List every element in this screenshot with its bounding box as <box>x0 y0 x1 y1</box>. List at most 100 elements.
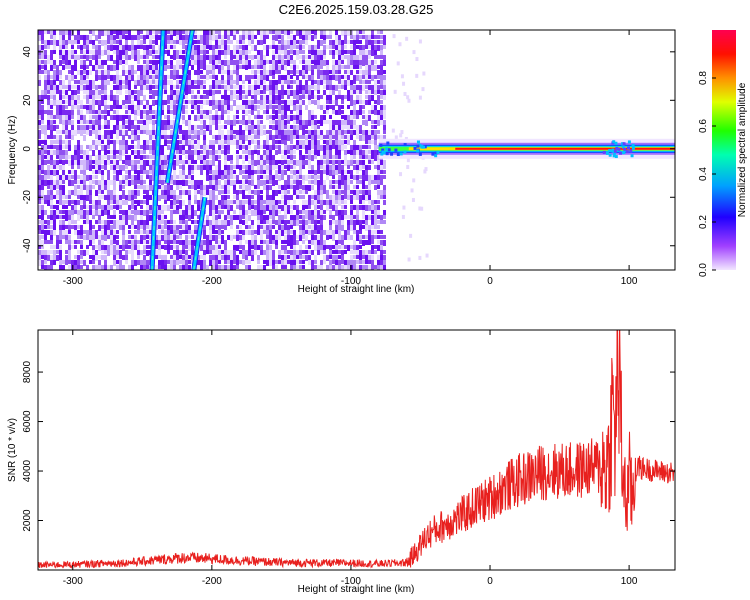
noise-cell <box>50 160 53 166</box>
noise-cell <box>266 165 269 171</box>
noise-cell <box>191 185 194 189</box>
noise-cell <box>47 110 50 116</box>
noise-cell <box>380 60 383 65</box>
noise-cell <box>149 130 152 135</box>
noise-cell <box>305 150 308 154</box>
noise-cell <box>188 140 191 145</box>
noise-cell <box>110 95 113 101</box>
noise-cell <box>368 50 371 56</box>
noise-cell <box>365 225 368 231</box>
noise-cell <box>317 130 320 136</box>
noise-cell <box>59 225 62 230</box>
noise-cell <box>365 215 368 221</box>
noise-cell <box>275 160 278 165</box>
noise-cell <box>380 105 383 110</box>
noise-cell <box>149 185 152 191</box>
noise-cell <box>233 95 236 99</box>
noise-cell <box>80 150 83 154</box>
noise-cell <box>77 100 80 104</box>
noise-cell <box>215 195 218 200</box>
noise-cell <box>287 150 290 154</box>
noise-cell <box>254 65 257 69</box>
noise-cell <box>56 180 59 185</box>
noise-cell <box>254 145 257 151</box>
noise-cell <box>233 170 236 174</box>
noise-cell <box>65 200 68 204</box>
noise-cell <box>95 155 98 160</box>
noise-cell <box>293 245 296 251</box>
noise-cell <box>83 90 86 94</box>
noise-cell <box>326 170 329 176</box>
noise-cell <box>326 160 329 166</box>
noise-cell <box>56 245 59 249</box>
noise-cell <box>59 230 62 236</box>
noise-cell <box>287 155 290 159</box>
noise-cell <box>209 190 212 196</box>
noise-cell <box>284 190 287 195</box>
noise-cell <box>125 200 128 205</box>
noise-cell <box>125 150 128 154</box>
noise-cell <box>182 180 185 186</box>
noise-cell <box>347 105 350 109</box>
noise-cell <box>215 80 218 86</box>
noise-cell <box>287 145 290 150</box>
noise-cell <box>245 215 248 220</box>
noise-cell <box>140 110 143 115</box>
noise-cell <box>332 60 335 66</box>
noise-cell <box>281 125 284 131</box>
noise-cell <box>242 190 245 195</box>
noise-cell <box>245 210 248 215</box>
noise-cell <box>257 165 260 171</box>
noise-cell <box>95 210 98 216</box>
noise-cell <box>302 45 305 49</box>
noise-cell <box>311 235 314 241</box>
noise-cell <box>203 265 206 269</box>
noise-cell <box>119 130 122 136</box>
noise-cell <box>134 130 137 136</box>
noise-cell <box>248 250 251 256</box>
noise-cell <box>131 220 134 226</box>
noise-cell <box>365 80 368 84</box>
noise-cell <box>38 140 41 146</box>
noise-cell <box>359 55 362 60</box>
noise-cell <box>53 245 56 249</box>
noise-cell <box>263 145 266 149</box>
signal-ripple <box>608 153 612 157</box>
noise-cell <box>74 95 77 100</box>
noise-cell <box>296 125 299 130</box>
noise-cell <box>308 135 311 139</box>
noise-cell <box>248 135 251 139</box>
noise-cell <box>194 30 197 34</box>
noise-cell <box>311 140 314 145</box>
noise-cell <box>350 65 353 69</box>
noise-cell <box>302 205 305 211</box>
noise-cell <box>269 160 272 166</box>
noise-cell <box>125 30 128 34</box>
noise-cell <box>104 125 107 129</box>
noise-cell <box>296 255 299 259</box>
noise-cell <box>122 195 125 199</box>
noise-cell <box>353 60 356 66</box>
noise-cell <box>299 90 302 94</box>
noise-cell <box>137 45 140 49</box>
noise-cell <box>356 170 359 174</box>
noise-cell <box>167 240 170 245</box>
noise-cell <box>182 50 185 54</box>
noise-cell <box>191 85 194 89</box>
noise-cell <box>233 210 236 214</box>
noise-cell <box>236 140 239 146</box>
noise-cell <box>227 170 230 175</box>
noise-cell <box>311 130 314 136</box>
noise-cell <box>173 160 176 166</box>
noise-cell <box>368 215 371 220</box>
noise-cell <box>377 255 380 261</box>
noise-cell <box>239 240 242 246</box>
noise-cell <box>287 55 290 61</box>
noise-cell <box>236 260 239 266</box>
noise-cell <box>140 200 143 204</box>
noise-cell <box>101 250 104 254</box>
noise-cell <box>158 240 161 245</box>
noise-cell <box>350 80 353 86</box>
noise-cell <box>104 120 107 125</box>
noise-cell <box>245 155 248 161</box>
